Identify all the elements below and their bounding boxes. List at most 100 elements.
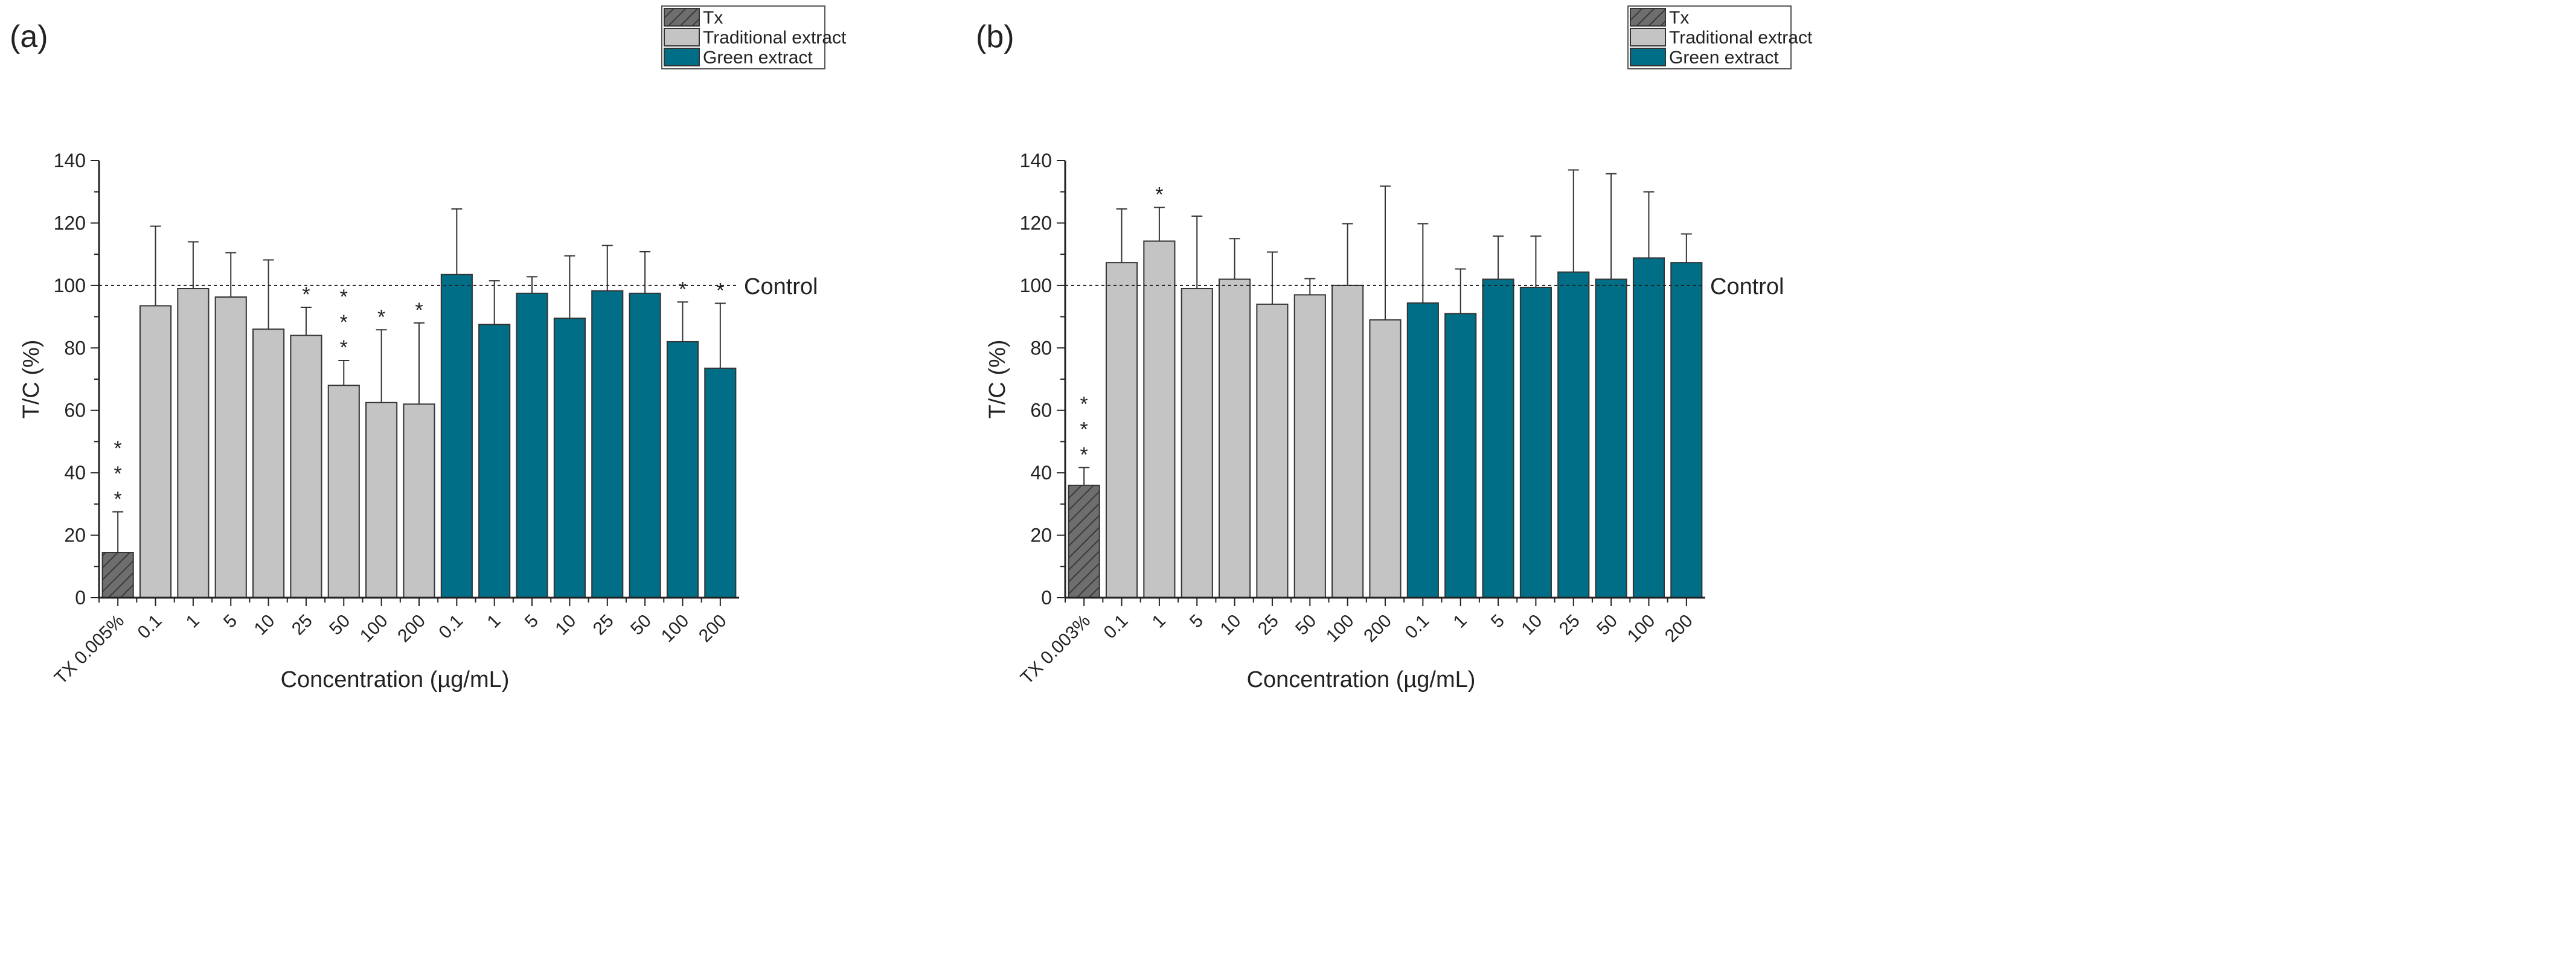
significance-marker: * — [377, 305, 385, 328]
x-tick-label: 200 — [394, 611, 429, 647]
legend-swatch-traditional — [664, 28, 700, 46]
bar — [1331, 284, 1364, 599]
panel-label: (b) — [976, 19, 1014, 54]
significance-marker: * — [340, 286, 348, 309]
bar — [704, 367, 737, 599]
legend-label: Tx — [1669, 8, 1689, 28]
significance-marker: * — [679, 278, 687, 301]
x-tick-label: TX 0.003% — [1017, 611, 1094, 688]
x-tick-label: 50 — [325, 611, 354, 639]
significance-marker: * — [114, 488, 122, 511]
bar — [214, 296, 247, 598]
x-axis-title: Concentration (µg/mL) — [281, 667, 510, 692]
bar — [666, 341, 699, 598]
bar — [1595, 278, 1627, 598]
bar — [101, 552, 134, 598]
x-tick-label: 0.1 — [1401, 611, 1433, 643]
x-tick-label: 10 — [551, 611, 580, 639]
significance-marker: * — [1155, 184, 1163, 206]
bar — [1369, 319, 1402, 598]
x-tick-label: 25 — [589, 611, 618, 639]
significance-marker: * — [1080, 418, 1088, 441]
significance-marker: * — [1080, 443, 1088, 466]
y-tick-label: 100 — [1020, 275, 1052, 296]
x-tick-label: 5 — [220, 611, 241, 632]
bar — [327, 385, 360, 598]
legend-label: Green extract — [1669, 48, 1779, 68]
x-tick-label: 0.1 — [134, 611, 166, 643]
x-axis-title: Concentration (µg/mL) — [1247, 667, 1476, 692]
significance-marker: * — [114, 437, 122, 460]
control-label: Control — [1710, 274, 1784, 299]
x-tick-label: 1 — [1450, 611, 1471, 632]
x-tick-label: 25 — [288, 611, 316, 639]
y-tick-label: 140 — [1020, 150, 1052, 171]
legend-swatch-tx — [1630, 8, 1666, 27]
x-tick-label: 100 — [1322, 611, 1358, 647]
x-tick-label: 0.1 — [1100, 611, 1132, 643]
significance-marker: * — [340, 336, 348, 359]
control-label: Control — [744, 274, 818, 299]
y-tick-label: 60 — [1030, 400, 1052, 421]
bar — [1670, 262, 1703, 598]
legend-swatch-green — [664, 48, 700, 66]
x-tick-label: 25 — [1556, 611, 1584, 639]
x-tick-label: 50 — [1292, 611, 1320, 639]
bar — [1482, 278, 1514, 598]
legend-label: Traditional extract — [1669, 28, 1813, 48]
bar — [1444, 313, 1477, 599]
x-tick-label: 5 — [521, 611, 542, 632]
y-tick-label: 140 — [54, 150, 86, 171]
x-tick-label: 10 — [251, 611, 279, 639]
y-tick-label: 20 — [64, 525, 86, 546]
bar — [1557, 271, 1590, 598]
x-tick-label: 5 — [1487, 611, 1508, 632]
significance-marker: * — [114, 462, 122, 485]
x-tick-label: 1 — [182, 611, 203, 632]
legend-swatch-traditional — [1630, 28, 1666, 46]
bar — [177, 288, 210, 598]
bar — [440, 273, 473, 598]
x-tick-label: 25 — [1254, 611, 1283, 639]
y-axis-title: T/C (%) — [19, 340, 44, 419]
bar — [1219, 278, 1251, 598]
y-tick-label: 40 — [64, 462, 86, 484]
x-tick-label: 1 — [484, 611, 505, 632]
legend-label: Traditional extract — [703, 28, 847, 48]
bar — [252, 328, 285, 598]
x-tick-label: 10 — [1517, 611, 1546, 639]
bar — [553, 318, 586, 599]
bar — [591, 290, 624, 598]
legend-swatch-tx — [664, 8, 700, 27]
y-tick-label: 80 — [1030, 337, 1052, 359]
bar — [1256, 303, 1289, 598]
panel-b: (b)***TX 0.003% 0.1*1 5 10 25 50 100 200 0.1 1 5 10… — [976, 5, 1813, 692]
legend-swatch-green — [1630, 48, 1666, 66]
x-tick-label: 100 — [356, 611, 392, 647]
significance-marker: * — [302, 283, 310, 306]
bar — [1632, 257, 1665, 598]
bar — [365, 401, 398, 598]
y-tick-label: 0 — [1041, 587, 1052, 609]
x-tick-label: 5 — [1186, 611, 1207, 632]
x-tick-label: 1 — [1149, 611, 1170, 632]
y-tick-label: 80 — [64, 337, 86, 359]
bar — [1519, 286, 1552, 598]
y-tick-label: 120 — [1020, 212, 1052, 234]
bar — [1406, 302, 1439, 598]
y-tick-label: 0 — [75, 587, 86, 609]
x-tick-label: 200 — [1661, 611, 1697, 647]
significance-marker: * — [415, 299, 423, 322]
x-tick-label: 100 — [1624, 611, 1659, 647]
bar — [1181, 288, 1213, 598]
y-tick-label: 20 — [1030, 525, 1052, 546]
bar — [1293, 294, 1326, 598]
x-tick-label: 50 — [1593, 611, 1621, 639]
y-tick-label: 120 — [54, 212, 86, 234]
x-tick-label: 10 — [1217, 611, 1245, 639]
bar — [516, 292, 548, 598]
x-tick-label: TX 0.005% — [51, 611, 128, 688]
